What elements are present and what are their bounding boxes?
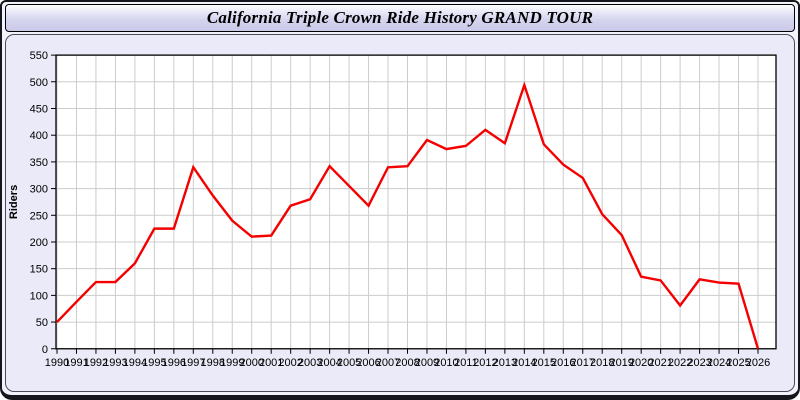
svg-text:1993: 1993	[103, 357, 127, 369]
riders-series-line	[56, 81, 760, 350]
svg-text:2026: 2026	[746, 357, 770, 369]
y-axis-title: Riders	[8, 185, 20, 219]
svg-text:1995: 1995	[142, 357, 166, 369]
svg-text:1996: 1996	[162, 357, 186, 369]
svg-text:300: 300	[30, 184, 48, 196]
svg-text:50: 50	[36, 317, 48, 329]
svg-text:2007: 2007	[376, 357, 400, 369]
svg-text:350: 350	[30, 157, 48, 169]
svg-text:1994: 1994	[123, 357, 147, 369]
svg-text:2020: 2020	[629, 357, 653, 369]
svg-text:250: 250	[30, 210, 48, 222]
x-axis-labels: 1990199119921993199419951996199719981999…	[45, 357, 770, 369]
svg-text:2013: 2013	[493, 357, 517, 369]
svg-text:2000: 2000	[239, 357, 263, 369]
chart-panel: 0 50 100 150 200 250 300 350 400 450 500 550 1990 199…	[5, 34, 795, 392]
svg-text:1997: 1997	[181, 357, 205, 369]
svg-text:2008: 2008	[395, 357, 419, 369]
svg-text:2004: 2004	[317, 357, 341, 369]
svg-text:1999: 1999	[220, 357, 244, 369]
svg-text:2018: 2018	[590, 357, 614, 369]
svg-text:1998: 1998	[201, 357, 225, 369]
chart-title-bar: California Triple Crown Ride History GRA…	[5, 4, 795, 32]
svg-text:2009: 2009	[415, 357, 439, 369]
svg-text:150: 150	[30, 264, 48, 276]
svg-text:2010: 2010	[434, 357, 458, 369]
riders-line-chart: 0501001502002503003504004505005501990199…	[8, 50, 777, 369]
svg-text:2017: 2017	[571, 357, 595, 369]
svg-text:0: 0	[42, 344, 48, 356]
svg-text:450: 450	[30, 104, 48, 116]
svg-text:2003: 2003	[298, 357, 322, 369]
plot-frame	[55, 54, 777, 350]
chart-title: California Triple Crown Ride History GRA…	[206, 8, 594, 27]
svg-text:2015: 2015	[532, 357, 556, 369]
svg-text:1991: 1991	[64, 357, 88, 369]
svg-text:1990: 1990	[45, 357, 69, 369]
svg-text:2001: 2001	[259, 357, 283, 369]
svg-text:2023: 2023	[687, 357, 711, 369]
svg-text:2024: 2024	[707, 357, 731, 369]
svg-text:500: 500	[30, 77, 48, 89]
axis-ticks	[51, 54, 759, 354]
y-axis-labels: 0 50 100 150 200 250 300 350 400 450 500 550	[30, 50, 48, 356]
svg-text:2022: 2022	[668, 357, 692, 369]
svg-text:2012: 2012	[473, 357, 497, 369]
svg-text:2006: 2006	[356, 357, 380, 369]
svg-text:400: 400	[30, 130, 48, 142]
svg-text:2021: 2021	[648, 357, 672, 369]
svg-text:200: 200	[30, 237, 48, 249]
svg-text:100: 100	[30, 290, 48, 302]
svg-text:2011: 2011	[454, 357, 478, 369]
svg-text:2019: 2019	[609, 357, 633, 369]
grid	[56, 55, 776, 349]
svg-text:550: 550	[30, 50, 48, 62]
svg-text:2016: 2016	[551, 357, 575, 369]
svg-text:2002: 2002	[278, 357, 302, 369]
plot-area	[56, 55, 776, 349]
svg-text:2025: 2025	[726, 357, 750, 369]
svg-text:1992: 1992	[84, 357, 108, 369]
svg-text:2014: 2014	[512, 357, 536, 369]
svg-text:2005: 2005	[337, 357, 361, 369]
